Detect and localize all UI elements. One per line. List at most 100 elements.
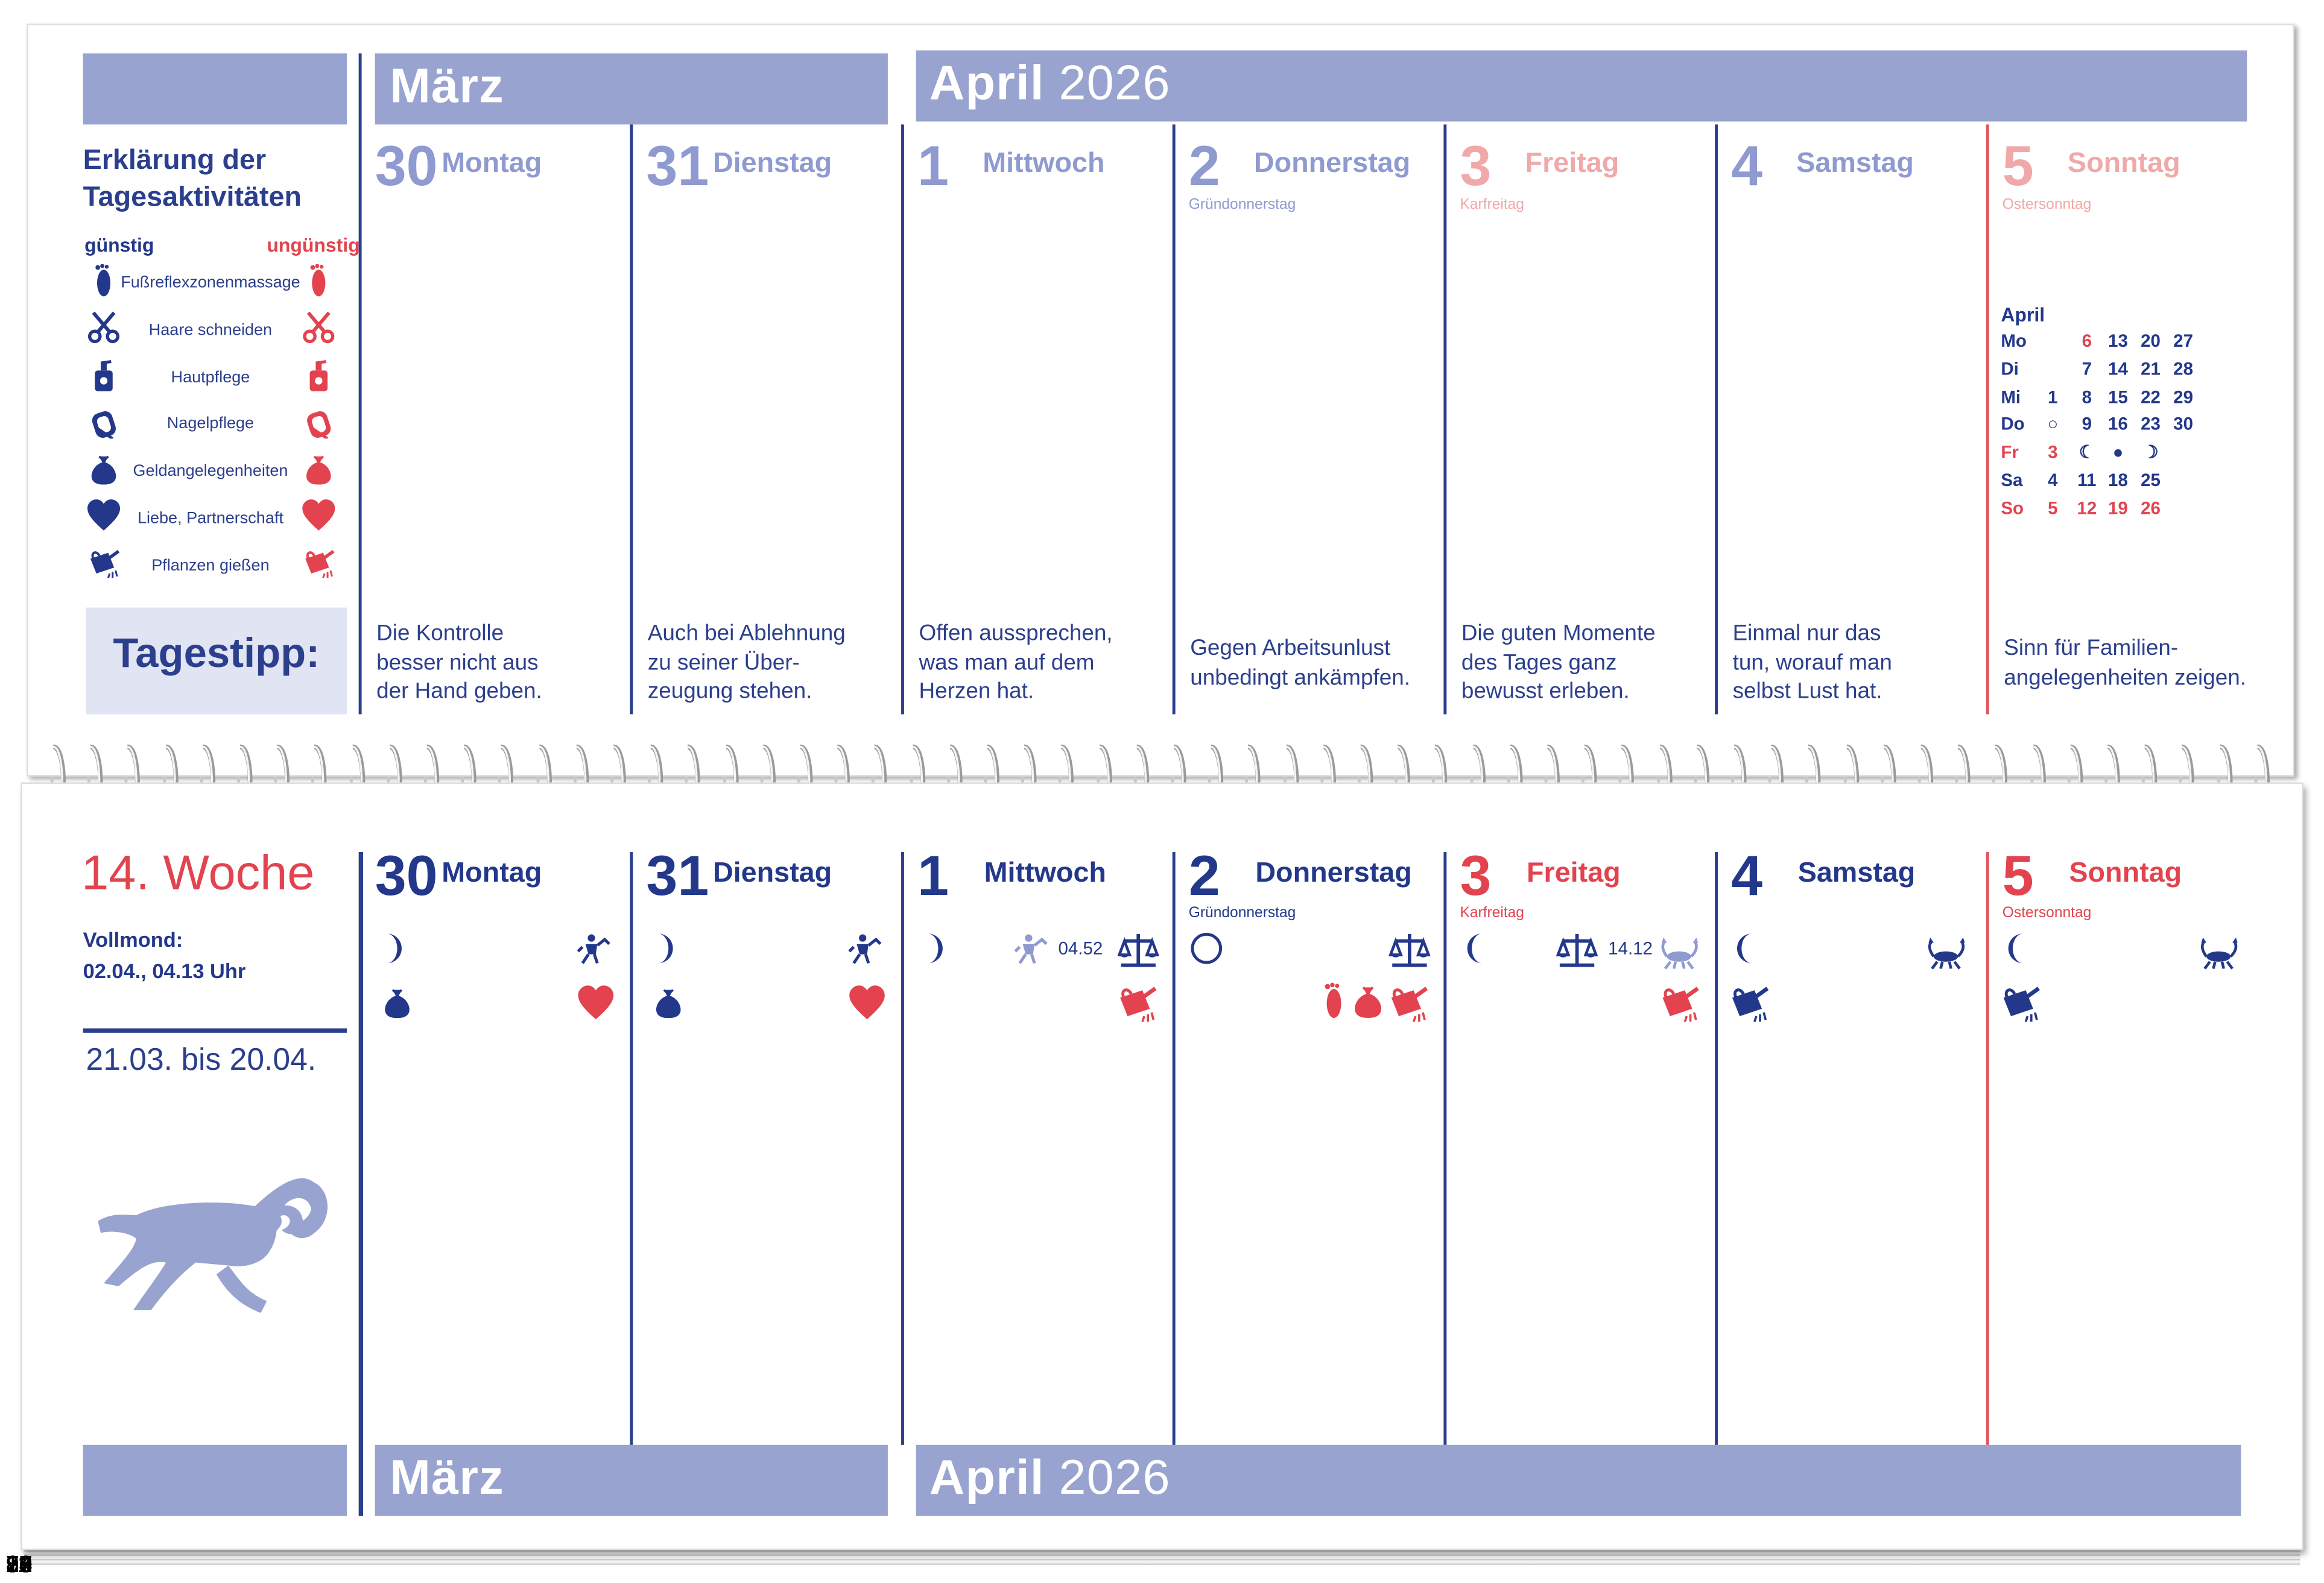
full-moon-icon	[1189, 931, 1224, 973]
mini-calendar-weekday: Do	[2001, 414, 2025, 435]
bottom-left-band	[83, 1444, 347, 1516]
legend-bad-label: ungünstig	[267, 234, 360, 257]
hour-label: 8	[5, 1553, 19, 1579]
hour-label: 20	[5, 1553, 33, 1579]
foot-icon	[301, 262, 337, 305]
watering-can-icon	[1386, 981, 1431, 1033]
heart-icon	[301, 498, 337, 541]
hour-label: 7	[5, 1553, 19, 1579]
tip-text-line: zeugung stehen.	[647, 678, 812, 704]
libra-icon	[1556, 931, 1598, 979]
mini-calendar-cell: 15	[2108, 386, 2128, 407]
hour-label: 14	[5, 1553, 33, 1579]
mini-calendar-cell: 19	[2108, 498, 2128, 519]
hour-label: 17	[5, 1553, 33, 1579]
legend-item-label: Liebe, Partnerschaft	[137, 510, 283, 528]
hour-label: 9	[5, 1553, 19, 1579]
bottom-april-band	[916, 1444, 2241, 1516]
hour-label: 15	[5, 1553, 33, 1579]
hour-label: 20	[5, 1553, 33, 1579]
vollmond-value: 02.04., 04.13 Uhr	[83, 958, 246, 983]
hour-label: 9	[5, 1553, 19, 1579]
mini-calendar-cell: 5	[2048, 498, 2058, 519]
hour-label: 18	[5, 1553, 33, 1579]
scissors-icon	[301, 309, 337, 352]
hour-label: 8	[5, 1553, 19, 1579]
hour-label: 13	[5, 1553, 33, 1579]
hour-label: 13	[5, 1553, 33, 1579]
heart-icon	[86, 498, 122, 541]
hour-label: 14	[5, 1553, 33, 1579]
aries-ram-icon	[98, 1178, 328, 1313]
bottom-holiday-label: Gründonnerstag	[1188, 905, 1296, 922]
hour-label: 11	[5, 1553, 31, 1579]
tip-text-line: Einmal nur das	[1732, 621, 1881, 646]
watering-can-icon	[301, 545, 337, 588]
top-day-name: Montag	[442, 148, 542, 180]
bottom-day-name: Dienstag	[712, 858, 832, 889]
legend-item-label: Fußreflexzonenmassage	[121, 274, 300, 292]
hour-label: 16	[5, 1553, 33, 1579]
mini-calendar-cell: 9	[2082, 414, 2092, 435]
bottom-holiday-label: Ostersonntag	[2002, 905, 2092, 922]
money-bag-icon	[301, 450, 337, 493]
hour-label: 16	[5, 1553, 33, 1579]
top-day-name: Freitag	[1525, 148, 1620, 180]
money-bag-icon	[86, 450, 122, 493]
mini-calendar-weekday: Fr	[2001, 441, 2019, 463]
bottom-day-number: 31	[646, 846, 709, 909]
hour-label: 9	[5, 1553, 19, 1579]
hour-label: 15	[5, 1553, 33, 1579]
bottom-day-name: Samstag	[1797, 858, 1916, 889]
top-month-april-label: April	[929, 54, 1045, 110]
hour-label: 10	[5, 1553, 33, 1579]
mini-calendar-cell: 11	[2077, 469, 2097, 491]
mini-calendar-cell: ☾	[2079, 441, 2095, 463]
mini-calendar-cell: 29	[2173, 386, 2193, 407]
watering-can-icon	[1727, 981, 1771, 1033]
top-day-number: 31	[646, 136, 709, 199]
hour-label: 20	[5, 1553, 33, 1579]
bottom-day-number: 4	[1731, 846, 1763, 909]
bottom-day-number: 2	[1188, 846, 1220, 909]
bottom-left-divider	[358, 852, 364, 1516]
mini-calendar-cell: 28	[2173, 358, 2193, 379]
mini-calendar-cell: 30	[2173, 414, 2193, 435]
hour-label: 10	[5, 1553, 33, 1579]
tip-text-line: Offen aussprechen,	[919, 621, 1113, 646]
moon-sign-change-time: 14.12	[1608, 938, 1653, 959]
bottom-day-number: 30	[375, 846, 438, 909]
mini-calendar-cell: 12	[2077, 498, 2097, 519]
top-year: 2026	[1059, 54, 1171, 110]
hour-label: 13	[5, 1553, 33, 1579]
hour-label: 15	[5, 1553, 33, 1579]
top-day-number: 30	[375, 136, 438, 199]
hour-label: 16	[5, 1553, 33, 1579]
libra-icon	[1117, 931, 1160, 979]
nail-polish-icon	[301, 403, 337, 446]
bottom-column-divider	[630, 852, 633, 1445]
aquarius-icon	[577, 931, 612, 973]
hour-label: 17	[5, 1553, 33, 1579]
tip-text-line: des Tages ganz	[1461, 649, 1617, 675]
tip-text-line: Die Kontrolle	[376, 621, 504, 646]
top-column-divider	[358, 53, 362, 715]
zodiac-divider	[83, 1028, 347, 1033]
top-day-name: Donnerstag	[1253, 148, 1411, 180]
bottom-year: 2026	[1059, 1449, 1171, 1505]
top-column-divider	[1986, 124, 1989, 715]
hour-label: 11	[5, 1553, 31, 1579]
tip-text-line: angelegenheiten zeigen.	[2004, 665, 2246, 690]
hour-label: 17	[5, 1553, 33, 1579]
bottom-day-name: Freitag	[1527, 858, 1621, 889]
tip-text-line: zu seiner Über-	[647, 649, 800, 675]
tip-text-line: unbedingt ankämpfen.	[1190, 665, 1411, 690]
money-bag-icon	[651, 984, 686, 1027]
hour-label: 10	[5, 1553, 33, 1579]
mini-calendar-weekday: Mo	[2001, 330, 2027, 352]
mini-calendar-cell: 23	[2141, 414, 2161, 435]
hour-label: 7	[5, 1553, 19, 1579]
hour-label: 11	[5, 1553, 31, 1579]
hour-label: 7	[5, 1553, 19, 1579]
legend-good-label: günstig	[84, 234, 154, 257]
